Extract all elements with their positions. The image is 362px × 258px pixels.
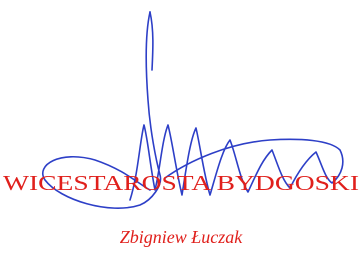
stamp-title: WICESTAROSTA BYDGOSKI [3, 171, 359, 195]
signer-name: Zbigniew Łuczak [120, 227, 244, 247]
page: WICESTAROSTA BYDGOSKI Zbigniew Łuczak ((… [0, 0, 362, 258]
signature-stamp: WICESTAROSTA BYDGOSKI Zbigniew Łuczak [0, 0, 362, 258]
background [0, 0, 362, 258]
